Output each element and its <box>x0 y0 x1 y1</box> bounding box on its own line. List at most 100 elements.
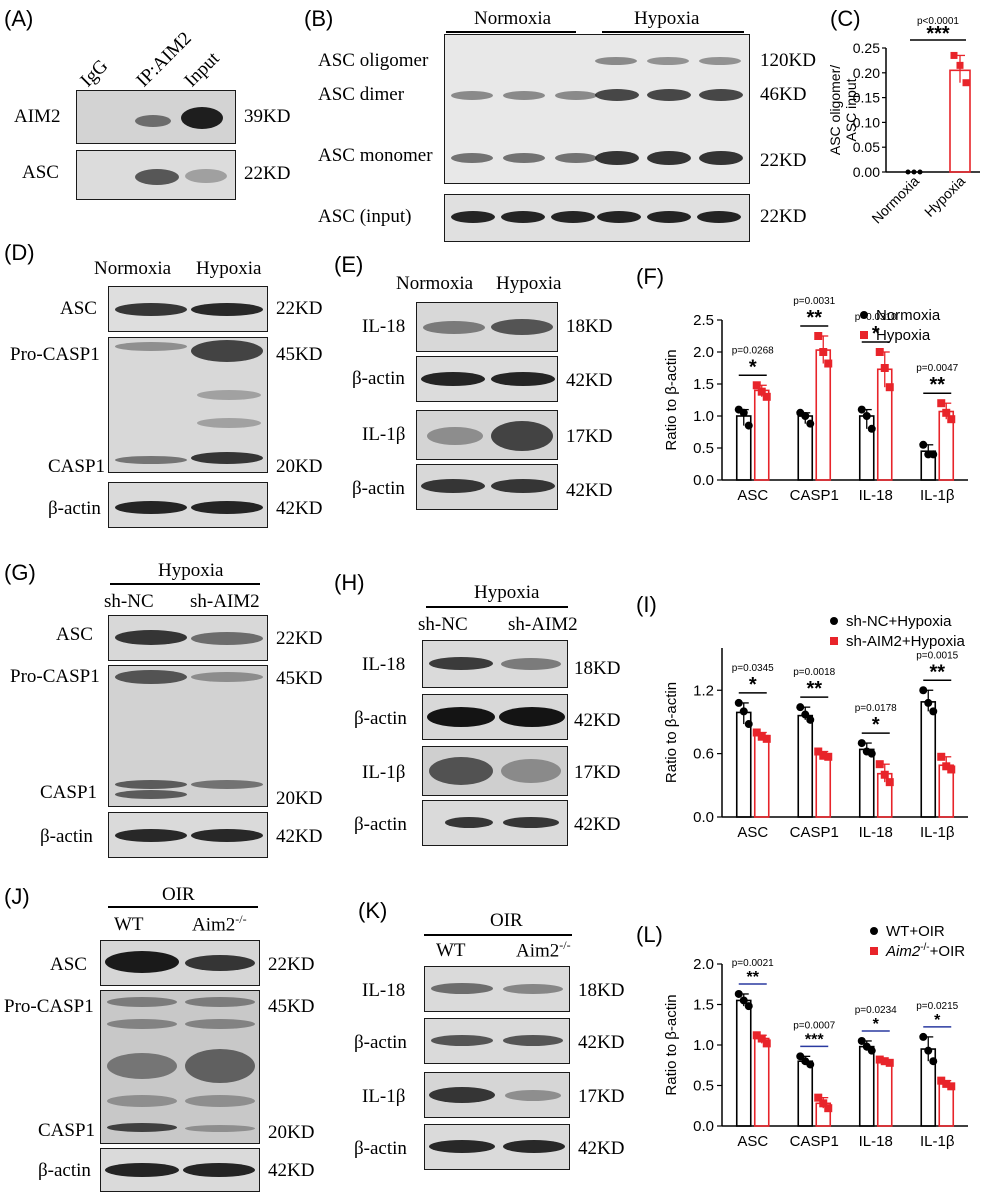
kd-aim2: 39KD <box>244 106 291 127</box>
kd-oligomer: 120KD <box>760 50 816 71</box>
x-tick-label: CASP1 <box>790 824 839 841</box>
y-tick-label: 1.0 <box>693 1037 714 1054</box>
row-label-bactin-h1: β-actin <box>354 708 407 729</box>
blot-il18-h <box>422 640 568 688</box>
kd-casp1-g: 20KD <box>276 788 323 809</box>
data-point <box>734 989 743 998</box>
y-axis-label: Ratio to β-actin <box>663 349 680 450</box>
panel-h-label: (H) <box>334 570 365 595</box>
data-point <box>806 715 815 724</box>
data-point <box>919 440 928 449</box>
kd-asc-input: 22KD <box>760 206 807 227</box>
lane-input: Input <box>180 48 224 92</box>
data-point <box>857 1036 866 1045</box>
blot-asc-d <box>108 286 268 332</box>
condition-line-j <box>108 906 258 908</box>
panel-l-label: (L) <box>636 922 663 947</box>
data-point <box>762 1039 771 1048</box>
blot-bactin-h1 <box>422 694 568 740</box>
group-shnc-g: sh-NC <box>104 591 154 612</box>
x-tick-label: IL-1β <box>920 824 955 841</box>
data-point <box>744 1002 753 1011</box>
kd-il18-e: 18KD <box>566 316 613 337</box>
legend-marker <box>870 927 878 935</box>
data-point <box>962 79 970 87</box>
panel-c-label: (C) <box>830 6 861 31</box>
data-point <box>757 732 766 741</box>
significance-stars: *** <box>805 1031 824 1048</box>
y-axis-label-line2: ASC input <box>843 78 859 141</box>
significance-stars: ** <box>806 307 822 329</box>
data-point <box>814 1093 823 1102</box>
data-point <box>929 707 938 716</box>
x-tick-label: ASC <box>737 487 768 504</box>
y-tick-label: 2.0 <box>693 344 714 361</box>
data-point <box>739 408 748 417</box>
x-tick-label: CASP1 <box>790 487 839 504</box>
row-label-bactin-g: β-actin <box>40 826 93 847</box>
legend-marker <box>830 617 838 625</box>
kd-il18-k: 18KD <box>578 980 625 1001</box>
data-point <box>762 392 771 401</box>
bar <box>797 714 814 818</box>
group-hypoxia-b: Hypoxia <box>634 8 700 29</box>
data-point <box>796 1052 805 1061</box>
data-point <box>880 364 889 372</box>
group-normoxia-d: Normoxia <box>94 258 172 279</box>
data-point <box>942 408 951 417</box>
blot-asc-g <box>108 615 268 661</box>
significance-stars: * <box>873 1016 880 1033</box>
y-tick-label: 0.0 <box>693 472 714 489</box>
condition-oir-k: OIR <box>490 910 523 931</box>
group-line-normoxia-b <box>446 31 576 33</box>
group-aim2-j: Aim2-/- <box>192 912 247 936</box>
row-label-casp1-d: CASP1 <box>48 456 106 477</box>
data-point <box>824 359 833 368</box>
panel-f-label: (F) <box>636 264 665 289</box>
legend-marker <box>860 331 868 339</box>
data-point <box>744 720 753 729</box>
blot-bactin-d <box>108 482 268 528</box>
row-label-il1b-h: IL-1β <box>362 762 406 783</box>
condition-line-k <box>424 934 572 936</box>
x-tick-label: Hypoxia <box>921 173 968 220</box>
lane-igg: IgG <box>76 55 113 92</box>
row-label-bactin-h2: β-actin <box>354 814 407 835</box>
bar <box>753 1037 770 1127</box>
data-point <box>757 387 766 396</box>
data-point <box>911 169 917 175</box>
y-tick-label: 0.20 <box>853 65 880 81</box>
data-point <box>880 770 889 779</box>
significance-stars: ** <box>806 678 822 700</box>
data-point <box>862 412 871 420</box>
data-point <box>857 739 866 748</box>
data-point <box>806 419 815 428</box>
condition-hypoxia-g: Hypoxia <box>158 560 224 581</box>
panel-i-label: (I) <box>636 592 657 617</box>
x-tick-label: CASP1 <box>790 1133 839 1150</box>
row-label-procasp1-d: Pro-CASP1 <box>10 344 100 365</box>
legend-label: sh-NC+Hypoxia <box>846 613 952 630</box>
kd-bactin-j: 42KD <box>268 1160 315 1181</box>
row-label-il1b-e: IL-1β <box>362 424 406 445</box>
blot-casp1-j <box>100 990 260 1144</box>
group-hypoxia-e: Hypoxia <box>496 273 562 294</box>
blot-bactin-h2 <box>422 800 568 846</box>
group-wt-k: WT <box>436 940 466 961</box>
blot-bactin-e1 <box>416 356 558 402</box>
data-point <box>919 1032 928 1041</box>
row-label-bactin-e2: β-actin <box>352 478 405 499</box>
data-point <box>950 51 958 59</box>
blot-il18-k <box>424 966 570 1012</box>
legend-label: sh-AIM2+Hypoxia <box>846 633 965 650</box>
group-shaim2-g: sh-AIM2 <box>190 591 260 612</box>
bar <box>858 1045 875 1127</box>
significance-stars: * <box>872 323 880 345</box>
y-tick-label: 2.0 <box>693 956 714 973</box>
kd-bactin-g: 42KD <box>276 826 323 847</box>
y-tick-label: 1.5 <box>693 997 714 1014</box>
data-point <box>814 332 823 340</box>
condition-line-h <box>426 606 568 608</box>
kd-monomer: 22KD <box>760 150 807 171</box>
kd-procasp1-g: 45KD <box>276 668 323 689</box>
